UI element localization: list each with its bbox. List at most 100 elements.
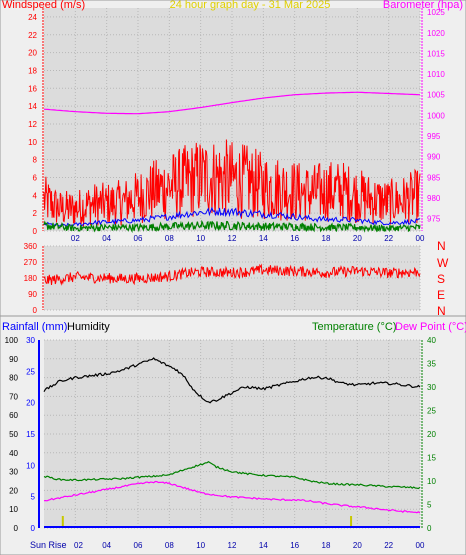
baro-y-tick: 1000	[427, 111, 445, 120]
temperature-y-tick: 20	[427, 430, 436, 439]
temperature-y-tick: 40	[427, 336, 436, 345]
baro-y-tick: 990	[427, 153, 441, 162]
dir-label-s: S	[437, 272, 445, 286]
wind-x-tick: 18	[322, 234, 331, 243]
temp-x-tick: 08	[165, 541, 174, 550]
wind-x-tick: 14	[259, 234, 268, 243]
temperature-y-tick: 35	[427, 360, 436, 369]
rainfall-y-tick: 0	[31, 524, 36, 533]
humidity-y-tick: 90	[9, 355, 18, 364]
dir-label-n-top: N	[437, 239, 446, 253]
humidity-axis-title: Humidity	[67, 321, 110, 333]
wind-x-tick: 10	[196, 234, 205, 243]
rainfall-y-tick: 30	[26, 336, 35, 345]
humidity-y-tick: 80	[9, 374, 18, 383]
rainfall-axis-title: Rainfall (mm)	[2, 321, 67, 333]
humidity-y-tick: 70	[9, 392, 18, 401]
humidity-y-tick: 100	[5, 336, 19, 345]
temp-x-tick: 10	[196, 541, 205, 550]
rainfall-y-tick: 20	[26, 399, 35, 408]
baro-y-tick: 1025	[427, 8, 445, 17]
sunrise-label: Sun Rise	[30, 540, 67, 550]
wind-average-series	[43, 206, 420, 228]
dewpoint-axis-title: Dew Point (°C)	[395, 321, 466, 333]
rainfall-y-tick: 10	[26, 461, 35, 470]
temperature-y-tick: 25	[427, 407, 436, 416]
rainfall-y-tick: 5	[31, 493, 36, 502]
temperature-y-tick: 0	[427, 524, 432, 533]
wind-y-tick: 14	[28, 102, 37, 111]
windspeed-axis-title: Windspeed (m/s)	[2, 0, 85, 11]
wind-y-tick: 10	[28, 138, 37, 147]
humidity-series	[43, 357, 421, 404]
baro-y-tick: 1020	[427, 29, 445, 38]
rainfall-y-tick: 25	[26, 367, 35, 376]
wind-x-tick: 00	[416, 234, 425, 243]
dir-y-tick: 90	[28, 290, 37, 299]
wind-y-tick: 12	[28, 120, 37, 129]
temp-x-tick: 22	[384, 541, 393, 550]
dir-label-e: E	[437, 288, 445, 302]
baro-y-tick: 980	[427, 194, 441, 203]
temperature-y-tick: 15	[427, 454, 436, 463]
dir-y-tick: 270	[24, 258, 38, 267]
dir-y-tick: 0	[33, 306, 38, 315]
wind-y-tick: 0	[33, 227, 38, 236]
wind-y-tick: 24	[28, 13, 37, 22]
wind-y-tick: 20	[28, 49, 37, 58]
baro-y-tick: 1005	[427, 91, 445, 100]
temp-x-tick: 06	[134, 541, 143, 550]
barometer-axis-title: Barometer (hpa)	[383, 0, 463, 11]
temperature-y-tick: 10	[427, 477, 436, 486]
wind-y-tick: 18	[28, 66, 37, 75]
humidity-y-tick: 10	[9, 505, 18, 514]
temp-x-tick: 12	[228, 541, 237, 550]
temp-x-tick: 00	[416, 541, 425, 550]
temperature-y-tick: 30	[427, 383, 436, 392]
wind-x-tick: 04	[102, 234, 111, 243]
humidity-y-tick: 50	[9, 430, 18, 439]
wind-x-tick: 22	[384, 234, 393, 243]
wind-gust-series	[43, 139, 421, 227]
dewpoint-series	[43, 480, 421, 514]
barometer-series	[43, 91, 420, 115]
baro-y-tick: 1015	[427, 49, 445, 58]
baro-y-tick: 975	[427, 215, 441, 224]
temp-x-tick: 18	[322, 541, 331, 550]
humidity-y-tick: 40	[9, 449, 18, 458]
temp-x-tick: 14	[259, 541, 268, 550]
dir-y-tick: 360	[24, 242, 38, 251]
wind-x-tick: 12	[228, 234, 237, 243]
temp-x-tick: 20	[353, 541, 362, 550]
temp-x-tick: 02	[74, 541, 83, 550]
wind-y-tick: 4	[33, 191, 38, 200]
baro-y-tick: 985	[427, 173, 441, 182]
wind-x-tick: 08	[165, 234, 174, 243]
humidity-y-tick: 30	[9, 468, 18, 477]
wind-low-series	[43, 219, 421, 234]
dir-label-w: W	[437, 256, 449, 270]
wind-x-tick: 02	[71, 234, 80, 243]
wind-x-tick: 16	[290, 234, 299, 243]
wind-direction-series	[43, 263, 421, 286]
temperature-series	[43, 460, 421, 490]
humidity-y-tick: 60	[9, 411, 18, 420]
humidity-y-tick: 0	[14, 524, 19, 533]
wind-y-tick: 2	[33, 209, 38, 218]
wind-x-tick: 06	[134, 234, 143, 243]
temperature-axis-title: Temperature (°C)	[312, 321, 396, 333]
baro-y-tick: 1010	[427, 70, 445, 79]
wind-y-tick: 16	[28, 84, 37, 93]
wind-x-tick: 20	[353, 234, 362, 243]
wind-y-tick: 8	[33, 156, 38, 165]
wind-y-tick: 22	[28, 31, 37, 40]
wind-y-tick: 6	[33, 173, 38, 182]
temperature-y-tick: 5	[427, 501, 432, 510]
baro-y-tick: 995	[427, 132, 441, 141]
chart-title: 24 hour graph day - 31 Mar 2025	[170, 0, 331, 11]
temp-x-tick: 16	[290, 541, 299, 550]
dir-y-tick: 180	[24, 274, 38, 283]
dir-label-n-bottom: N	[437, 304, 446, 318]
temp-x-tick: 04	[102, 541, 111, 550]
